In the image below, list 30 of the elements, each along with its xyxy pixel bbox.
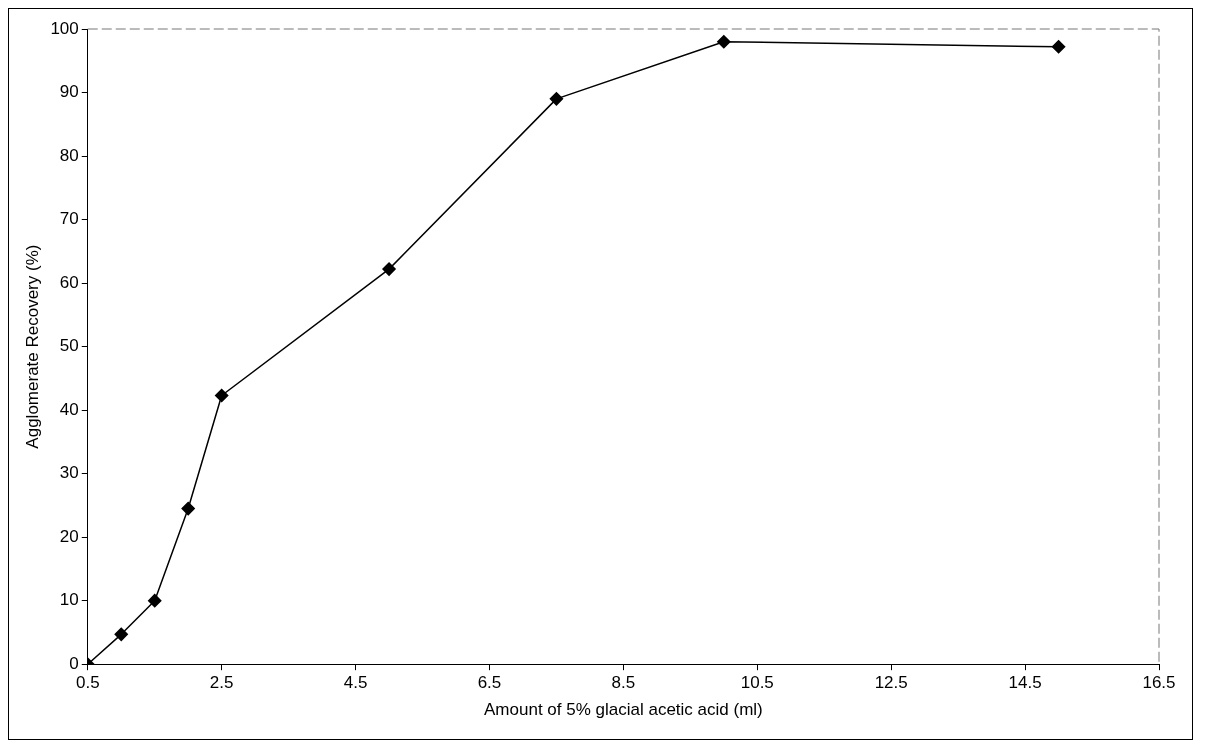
point [382,262,396,276]
y-tick-label: 10 [59,590,79,610]
x-axis-title: Amount of 5% glacial acetic acid (ml) [484,700,763,720]
x-tick-label: 4.5 [343,673,368,693]
point [1051,40,1066,54]
x-tick-label: 8.5 [611,673,636,693]
y-tick-label: 30 [59,463,79,483]
y-tick-label: 100 [50,18,79,38]
y-tick-label: 70 [59,209,79,229]
point [214,388,229,403]
point [717,34,731,49]
y-axis-title: Agglomerate Recovery (%) [22,244,42,449]
x-tick-label: 14.5 [1008,673,1042,693]
x-tick-label: 10.5 [740,673,774,693]
y-tick-label: 20 [59,526,79,546]
x-tick-label: 6.5 [477,673,502,693]
y-tick-label: 60 [59,272,79,292]
x-tick-label: 2.5 [209,673,234,693]
point [549,92,564,106]
point [147,593,162,608]
point [114,627,128,642]
x-tick-label: 0.5 [75,673,100,693]
y-tick-label: 80 [59,145,79,165]
x-tick-label: 12.5 [874,673,908,693]
y-tick-label: 40 [59,399,79,419]
x-tick-label: 16.5 [1142,673,1176,693]
y-tick-label: 50 [59,336,79,356]
point [181,501,195,516]
y-tick-label: 0 [69,653,79,673]
y-tick-label: 90 [59,82,79,102]
